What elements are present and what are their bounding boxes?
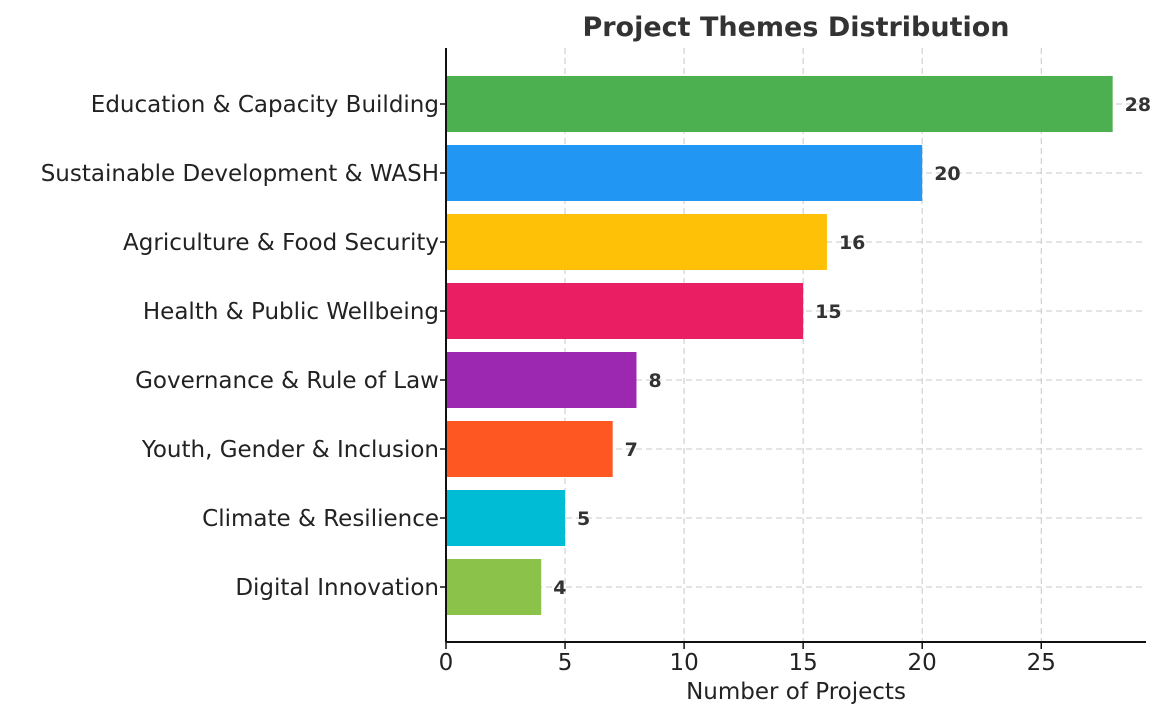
bar-5: [446, 421, 613, 477]
category-label-4: Governance & Rule of Law: [135, 368, 439, 394]
bars: [446, 76, 1113, 615]
category-label-2: Agriculture & Food Security: [123, 230, 439, 256]
value-label-7: 4: [553, 577, 566, 599]
x-tick-label-2: 10: [669, 650, 698, 676]
bar-2: [446, 214, 827, 270]
bar-4: [446, 352, 637, 408]
value-labels: 28 20 16 15 8 7 5 4: [553, 94, 1151, 599]
x-tick-label-1: 5: [558, 650, 573, 676]
grid-lines: [445, 48, 1146, 642]
category-label-5: Youth, Gender & Inclusion: [141, 437, 439, 463]
x-tick-label-0: 0: [439, 650, 454, 676]
axes: 0 5 10 15 20 25: [439, 48, 1146, 676]
x-tick-label-3: 15: [789, 650, 818, 676]
bar-1: [446, 145, 923, 201]
value-label-5: 7: [625, 439, 638, 461]
value-label-4: 8: [648, 370, 661, 392]
category-label-7: Digital Innovation: [235, 575, 439, 601]
value-label-3: 15: [815, 301, 841, 323]
value-label-2: 16: [839, 232, 865, 254]
bar-6: [446, 490, 566, 546]
chart-title: Project Themes Distribution: [582, 12, 1009, 43]
value-label-6: 5: [577, 508, 590, 530]
x-axis-title: Number of Projects: [686, 679, 906, 705]
value-label-1: 20: [934, 163, 960, 185]
bar-3: [446, 283, 804, 339]
bar-7: [446, 559, 542, 615]
value-label-0: 28: [1125, 94, 1151, 116]
category-labels: Education & Capacity Building Sustainable…: [41, 92, 439, 601]
bar-0: [446, 76, 1113, 132]
category-label-6: Climate & Resilience: [202, 506, 439, 532]
category-label-0: Education & Capacity Building: [91, 92, 439, 118]
x-tick-label-5: 25: [1027, 650, 1056, 676]
category-label-1: Sustainable Development & WASH: [41, 161, 439, 187]
category-label-3: Health & Public Wellbeing: [143, 299, 439, 325]
x-tick-label-4: 20: [908, 650, 937, 676]
